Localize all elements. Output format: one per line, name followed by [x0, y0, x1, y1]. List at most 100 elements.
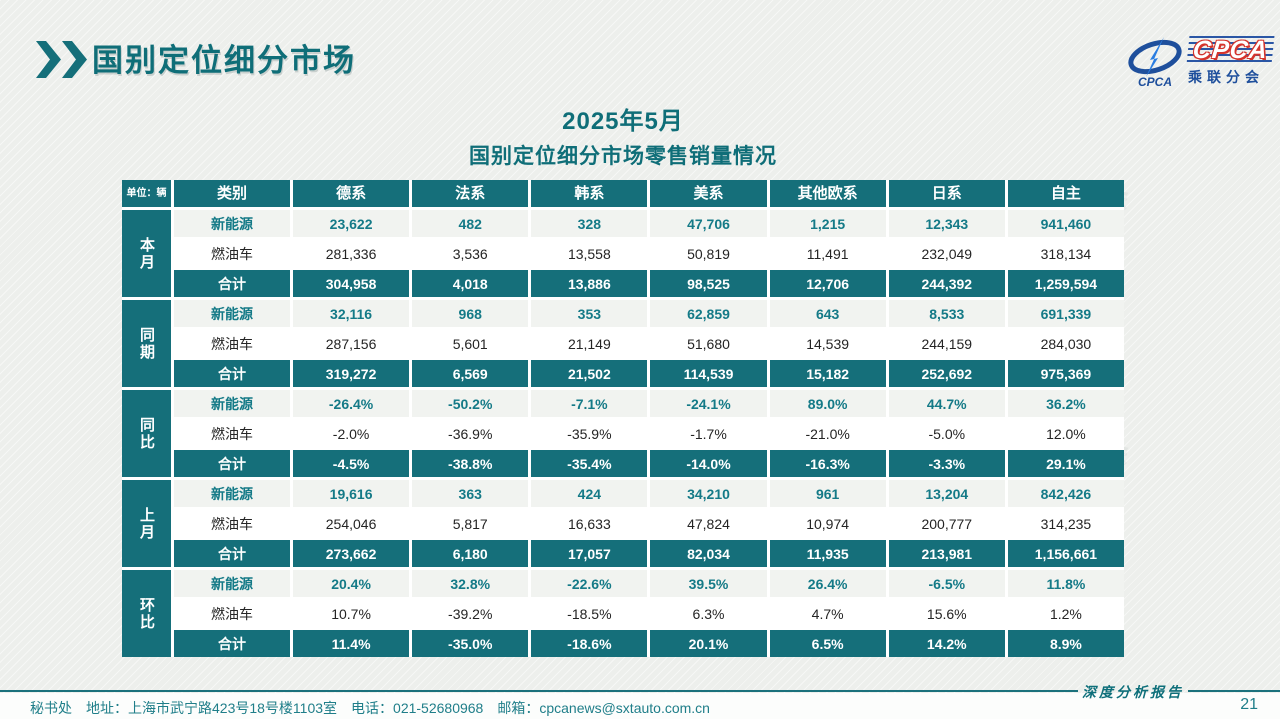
row-type-label: 合计: [174, 540, 290, 567]
data-cell: -35.4%: [531, 450, 648, 477]
data-cell: 941,460: [1007, 210, 1124, 237]
row-type-label: 新能源: [174, 390, 290, 417]
data-cell: 643: [769, 300, 886, 327]
logo-text-block: CPCA 乘联分会: [1186, 36, 1275, 87]
data-cell: 6,180: [412, 540, 529, 567]
chevron-icon: [36, 41, 61, 78]
data-cell: 8,533: [888, 300, 1005, 327]
row-type-label: 新能源: [174, 570, 290, 597]
data-cell: 89.0%: [769, 390, 886, 417]
data-cell: 11.8%: [1007, 570, 1124, 597]
page-title: 国别定位细分市场: [92, 43, 356, 78]
data-cell: -3.3%: [888, 450, 1005, 477]
data-cell: 14.2%: [888, 630, 1005, 657]
data-cell: 11,935: [769, 540, 886, 567]
data-cell: 44.7%: [888, 390, 1005, 417]
data-cell: 314,235: [1007, 510, 1124, 537]
footer-divider: [0, 690, 1078, 692]
data-cell: 4,018: [412, 270, 529, 297]
data-cell: 36.2%: [1007, 390, 1124, 417]
data-cell: 424: [531, 480, 648, 507]
data-cell: -5.0%: [888, 420, 1005, 447]
data-cell: 213,981: [888, 540, 1005, 567]
footer-strip: [0, 693, 1280, 719]
row-type-label: 新能源: [174, 210, 290, 237]
data-cell: 252,692: [888, 360, 1005, 387]
data-cell: 961: [769, 480, 886, 507]
row-type-label: 新能源: [174, 480, 290, 507]
row-type-label: 燃油车: [174, 420, 290, 447]
column-header-cell: 其他欧系: [769, 180, 886, 207]
data-cell: 363: [412, 480, 529, 507]
row-type-label: 合计: [174, 630, 290, 657]
data-cell: 244,159: [888, 330, 1005, 357]
data-cell: 968: [412, 300, 529, 327]
data-cell: 13,204: [888, 480, 1005, 507]
row-type-label: 合计: [174, 450, 290, 477]
data-cell: 244,392: [888, 270, 1005, 297]
table-title-date: 2025年5月: [562, 108, 684, 135]
row-type-label: 合计: [174, 270, 290, 297]
data-cell: 10,974: [769, 510, 886, 537]
data-cell: 281,336: [293, 240, 410, 267]
table-title-text: 国别定位细分市场零售销量情况: [469, 145, 777, 168]
double-chevron-icon: [36, 41, 88, 78]
data-cell: 6.3%: [650, 600, 767, 627]
data-cell: 114,539: [650, 360, 767, 387]
data-cell: 6,569: [412, 360, 529, 387]
footer-divider: [1188, 690, 1280, 692]
row-type-label: 合计: [174, 360, 290, 387]
data-cell: 29.1%: [1007, 450, 1124, 477]
table-title: 2025年5月 国别定位细分市场零售销量情况: [122, 101, 1124, 170]
data-cell: 12.0%: [1007, 420, 1124, 447]
report-type-label: 深度分析报告: [1082, 685, 1184, 701]
data-cell: 273,662: [293, 540, 410, 567]
column-header-cell: 法系: [412, 180, 529, 207]
data-cell: 15,182: [769, 360, 886, 387]
data-cell: -21.0%: [769, 420, 886, 447]
data-cell: -4.5%: [293, 450, 410, 477]
data-cell: 21,502: [531, 360, 648, 387]
data-cell: 319,272: [293, 360, 410, 387]
data-cell: -35.9%: [531, 420, 648, 447]
data-cell: -38.8%: [412, 450, 529, 477]
data-cell: 47,824: [650, 510, 767, 537]
data-cell: 328: [531, 210, 648, 237]
data-cell: -1.7%: [650, 420, 767, 447]
data-cell: -14.0%: [650, 450, 767, 477]
data-cell: 34,210: [650, 480, 767, 507]
data-cell: -35.0%: [412, 630, 529, 657]
data-cell: 32,116: [293, 300, 410, 327]
data-cell: 842,426: [1007, 480, 1124, 507]
data-cell: 51,680: [650, 330, 767, 357]
data-cell: 304,958: [293, 270, 410, 297]
data-cell: -2.0%: [293, 420, 410, 447]
data-cell: 4.7%: [769, 600, 886, 627]
cpca-swoosh-icon: CPCA: [1128, 37, 1182, 88]
group-label: 本月: [122, 210, 171, 297]
row-type-label: 燃油车: [174, 600, 290, 627]
sales-table: 单位：辆 类别 德系 法系 韩系 美系 其他欧系 日系 自主 本月 新能源 23,622 482 328 4…: [122, 180, 1124, 657]
row-type-label: 燃油车: [174, 510, 290, 537]
unit-label: 单位：辆: [122, 180, 171, 207]
group-label: 同比: [122, 390, 171, 477]
data-cell: 20.4%: [293, 570, 410, 597]
chevron-icon: [62, 41, 87, 78]
group-label: 环比: [122, 570, 171, 657]
data-cell: -18.6%: [531, 630, 648, 657]
data-cell: 20.1%: [650, 630, 767, 657]
data-cell: 47,706: [650, 210, 767, 237]
logo-brand: CPCA: [1186, 36, 1275, 64]
data-cell: -16.3%: [769, 450, 886, 477]
data-cell: 17,057: [531, 540, 648, 567]
data-cell: 232,049: [888, 240, 1005, 267]
data-cell: -39.2%: [412, 600, 529, 627]
logo-brand-sub: 乘联分会: [1188, 69, 1264, 85]
data-cell: -22.6%: [531, 570, 648, 597]
data-cell: 5,601: [412, 330, 529, 357]
data-cell: 14,539: [769, 330, 886, 357]
data-cell: 200,777: [888, 510, 1005, 537]
data-cell: 284,030: [1007, 330, 1124, 357]
data-cell: 1.2%: [1007, 600, 1124, 627]
